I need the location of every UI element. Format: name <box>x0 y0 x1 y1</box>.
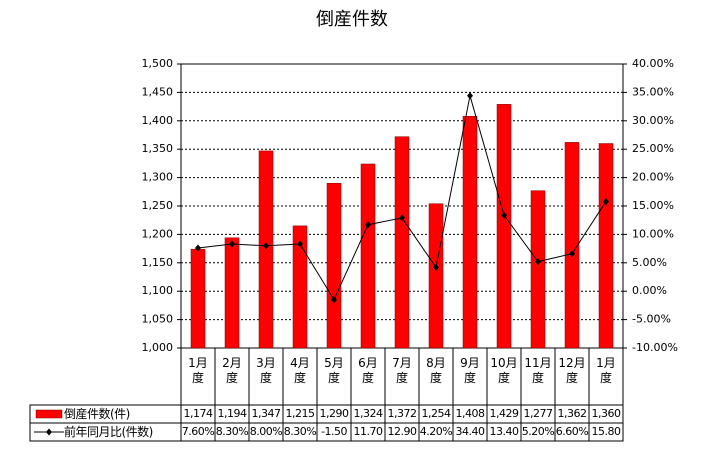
line-marker <box>365 221 371 229</box>
table-cell: 6.60% <box>555 425 589 438</box>
y-tick-label: 1,050 <box>142 313 174 326</box>
line-marker <box>603 197 609 205</box>
x-tick-label: 3月度 <box>256 356 276 385</box>
x-tick-label: 7月度 <box>392 356 412 385</box>
table-cell: 11.70 <box>353 425 384 438</box>
x-tick-label: 6月度 <box>358 356 378 385</box>
bar <box>598 143 614 349</box>
line-marker <box>467 92 473 100</box>
chart-title: 倒産件数 <box>316 9 388 30</box>
x-tick-label: 4月度 <box>290 356 310 385</box>
table-cell: 5.20% <box>521 425 555 438</box>
y-tick-label: 1,150 <box>142 256 174 269</box>
y-tick-label: 1,400 <box>142 114 174 127</box>
y2-tick-label: 10.00% <box>632 227 674 240</box>
table-cell: 1,362 <box>557 407 588 420</box>
y2-tick-label: 25.00% <box>632 142 674 155</box>
table-cell: 1,194 <box>217 407 248 420</box>
bar <box>462 116 478 349</box>
table-cell: 13.40 <box>489 425 520 438</box>
bar <box>428 203 444 349</box>
bar <box>360 163 376 349</box>
bar <box>258 150 274 349</box>
x-tick-label: 1月度 <box>596 356 616 385</box>
bar <box>564 142 580 349</box>
table-cell: 1,429 <box>489 407 520 420</box>
line-marker <box>263 242 269 250</box>
table-cell: 4.20% <box>419 425 453 438</box>
table-cell: 1,290 <box>319 407 350 420</box>
line-marker <box>331 296 337 304</box>
bar <box>530 190 546 349</box>
bar <box>292 225 308 349</box>
x-tick-label: 10月度 <box>490 356 518 385</box>
table-cell: 1,324 <box>353 407 384 420</box>
table-cell: 34.40 <box>455 425 486 438</box>
y2-tick-label: -5.00% <box>632 313 671 326</box>
line-marker <box>569 250 575 258</box>
y-tick-label: 1,000 <box>142 341 174 354</box>
legend-marker <box>46 428 52 436</box>
line-marker <box>399 214 405 222</box>
table-cell: 1,372 <box>387 407 418 420</box>
y2-tick-label: 15.00% <box>632 199 674 212</box>
table-cell: 1,174 <box>183 407 214 420</box>
table-cell: 1,254 <box>421 407 452 420</box>
legend-label: 倒産件数(件) <box>64 407 130 421</box>
bar <box>326 183 342 349</box>
line-marker <box>195 244 201 252</box>
y2-tick-label: 20.00% <box>632 171 674 184</box>
table-cell: 15.80 <box>591 425 622 438</box>
table-cell: 1,277 <box>523 407 554 420</box>
table-cell: 12.90 <box>387 425 418 438</box>
table-cell: 7.60% <box>181 425 215 438</box>
y-tick-label: 1,500 <box>142 57 174 70</box>
x-tick-label: 2月度 <box>222 356 242 385</box>
table-cell: -1.50 <box>321 425 347 438</box>
x-tick-label: 9月度 <box>460 356 480 385</box>
bar <box>190 248 206 349</box>
bar <box>496 104 512 349</box>
x-tick-label: 5月度 <box>324 356 344 385</box>
y-tick-label: 1,250 <box>142 199 174 212</box>
line-marker <box>501 211 507 219</box>
y2-tick-label: 40.00% <box>632 57 674 70</box>
x-tick-label: 12月度 <box>558 356 586 385</box>
y2-tick-label: 0.00% <box>632 284 667 297</box>
table-cell: 1,347 <box>251 407 282 420</box>
y2-tick-label: -10.00% <box>632 341 678 354</box>
line-marker <box>229 240 235 248</box>
y-tick-label: 1,100 <box>142 284 174 297</box>
x-tick-label: 1月度 <box>188 356 208 385</box>
line-marker <box>433 263 439 271</box>
bar <box>224 237 240 349</box>
table-cell: 8.00% <box>249 425 283 438</box>
table-cell: 1,408 <box>455 407 486 420</box>
legend-swatch <box>35 409 63 419</box>
y2-tick-label: 30.00% <box>632 114 674 127</box>
legend-label: 前年同月比(件数) <box>64 425 153 439</box>
table-cell: 8.30% <box>283 425 317 438</box>
x-tick-label: 11月度 <box>524 356 552 385</box>
line-marker <box>297 240 303 248</box>
table-cell: 1,215 <box>285 407 316 420</box>
bar <box>394 136 410 349</box>
y-tick-label: 1,200 <box>142 227 174 240</box>
y2-tick-label: 5.00% <box>632 256 667 269</box>
line-marker <box>535 258 541 266</box>
table-cell: 1,360 <box>591 407 622 420</box>
y-tick-label: 1,450 <box>142 85 174 98</box>
y-tick-label: 1,350 <box>142 142 174 155</box>
y2-tick-label: 35.00% <box>632 85 674 98</box>
x-tick-label: 8月度 <box>426 356 446 385</box>
table-cell: 8.30% <box>215 425 249 438</box>
y-tick-label: 1,300 <box>142 171 174 184</box>
